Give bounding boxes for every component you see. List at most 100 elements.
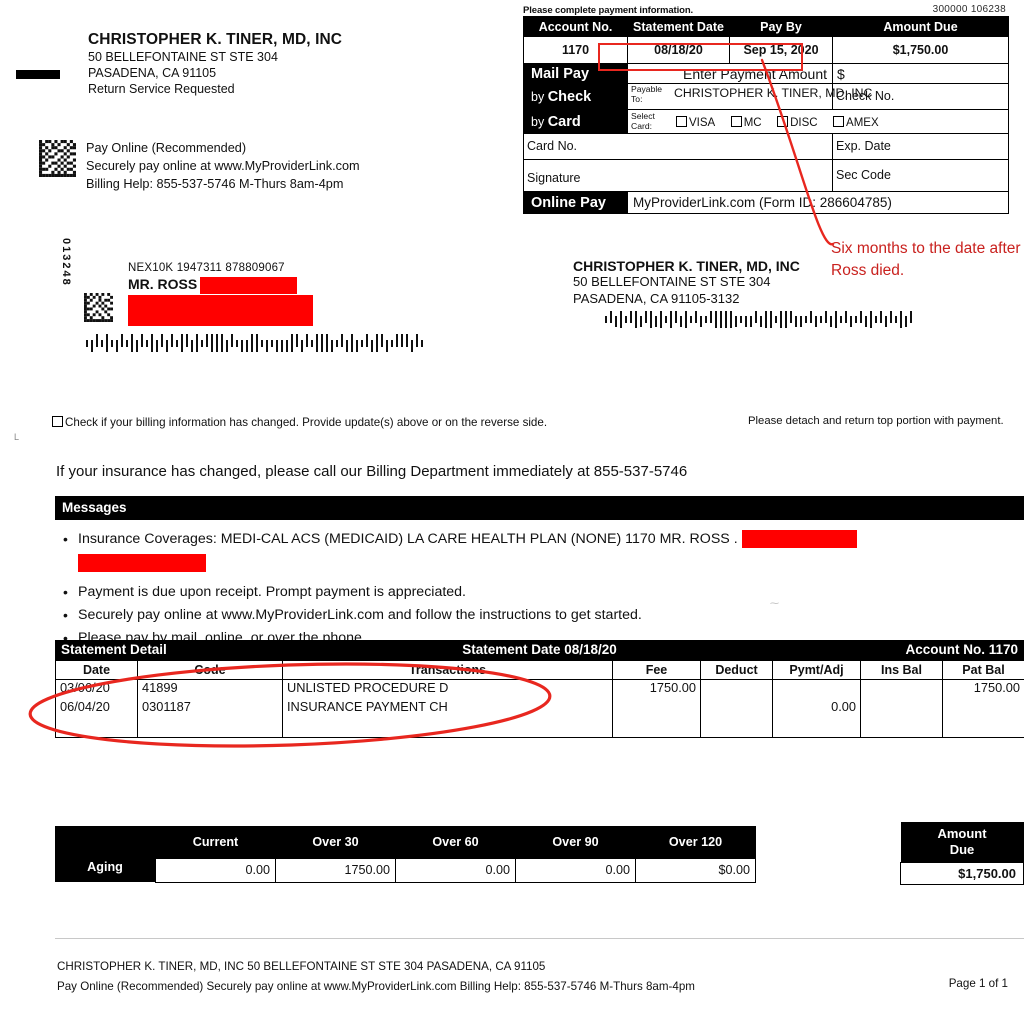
pay-online-url: Securely pay online at www.MyProviderLin… [86,159,360,173]
stub-card-no-row: Card No. Exp. Date [523,133,1009,160]
cell-ins-bal [860,699,943,718]
cell-empty [612,718,701,738]
payment-amount-input[interactable]: $ [832,63,1009,84]
recipient-address-block: NEX10K 1947311 878809067 MR. ROSS [128,262,313,326]
sender-street: 50 BELLEFONTAINE ST STE 304 [88,50,278,64]
cell-empty [282,718,613,738]
online-pay-label: Online Pay [523,191,628,214]
pay-online-billing-help: Billing Help: 855-537-5746 M-Thurs 8am-4… [86,177,344,191]
cell-transactions: UNLISTED PROCEDURE D [282,679,613,699]
stub-header-row: Account No. Statement Date Pay By Amount… [523,16,1009,37]
card-option-amex[interactable]: AMEX [833,116,879,129]
aging-value-over-90: 0.00 [515,858,636,883]
messages-list: Insurance Coverages: MEDI-CAL ACS (MEDIC… [58,528,998,650]
sender-city-state-zip: PASADENA, CA 91105 [88,66,217,80]
exp-date-field[interactable]: Exp. Date [832,133,1009,160]
stub-col-pay-by: Pay By [729,16,833,37]
aging-value-over-30: 1750.00 [275,858,396,883]
aging-table: Aging Current Over 30 Over 60 Over 90 Ov… [55,826,756,883]
col-pymt-adj: Pymt/Adj [772,660,861,680]
sender-address-block: CHRISTOPHER K. TINER, MD, INC 50 BELLEFO… [88,31,342,97]
checkbox-billing-changed[interactable] [52,416,63,427]
footer-provider-address: CHRISTOPHER K. TINER, MD, INC 50 BELLEFO… [57,960,546,973]
cell-deduct [700,679,773,699]
sender-redaction-bar [16,70,60,79]
statement-detail-table: Date Code Transactions Fee Deduct Pymt/A… [55,660,1024,738]
checkbox-amex[interactable] [833,116,845,127]
col-code: Code [137,660,283,680]
cell-fee [612,699,701,718]
datamatrix-code-recipient [84,293,113,322]
cell-empty [137,718,283,738]
stub-mail-pay-row: Mail Pay Enter Payment Amount $ [523,63,1009,84]
card-no-field[interactable]: Card No. [523,133,833,160]
footer-divider [55,938,1024,939]
cell-empty [700,718,773,738]
messages-header-bar: Messages [55,496,1024,520]
statement-detail-date: Statement Date 08/18/20 [462,642,617,657]
amount-due-label: Amount Due [900,822,1024,863]
checkbox-visa[interactable] [676,116,687,127]
billing-changed-checkbox-row[interactable]: Check if your billing information has ch… [52,416,547,429]
signature-field[interactable]: Signature [523,159,833,192]
online-pay-value[interactable]: MyProviderLink.com (Form ID: 286604785) [627,191,1009,214]
pay-by-highlight-box [598,43,803,71]
amount-due-value-row: $1,750.00 [900,862,1024,885]
stub-table: Account No. Statement Date Pay By Amount… [523,16,1009,214]
aging-value-over-120: $0.00 [635,858,756,883]
payable-to-label: Payable To: [631,84,663,104]
sec-code-field[interactable]: Sec Code [832,159,1009,192]
intelligent-mail-barcode-recipient [86,334,423,352]
sender-name: CHRISTOPHER K. TINER, MD, INC [88,31,343,48]
sender-return-service: Return Service Requested [88,82,235,96]
message-text-pay-online: Securely pay online at www.MyProviderLin… [78,607,642,623]
aging-value-row: 0.00 1750.00 0.00 0.00 $0.00 [55,858,756,883]
annotation-text: Six months to the date after Ross died. [831,240,1021,279]
cell-ins-bal [860,679,943,699]
card-option-disc[interactable]: DISC [777,116,818,129]
provider-remit-city-state-zip: PASADENA, CA 91105-3132 [573,290,740,306]
scan-artifact-right: ⁓ [770,598,779,608]
amount-due-header-row: Amount Due [900,822,1024,863]
checkbox-mc[interactable] [730,116,742,127]
aging-col-over-120: Over 120 [635,826,756,859]
cell-code: 0301187 [137,699,283,718]
stub-by-card-row: by Card Select Card: VISA MC DISC AMEX [523,109,1009,134]
select-card-label: Select Card: [631,111,655,131]
cell-empty [772,718,861,738]
table-empty-space-row [55,718,1024,738]
aging-section: Aging Current Over 30 Over 60 Over 90 Ov… [55,826,756,883]
cell-pymt-adj: 0.00 [772,699,861,718]
list-item: Insurance Coverages: MEDI-CAL ACS (MEDIC… [63,528,998,572]
statement-detail-title: Statement Detail [61,642,167,657]
cell-code: 41899 [137,679,283,699]
pay-online-title: Pay Online (Recommended) [86,141,247,155]
insurance-coverage-redaction-inline [741,530,857,549]
cell-fee: 1750.00 [612,679,701,699]
page-number: Page 1 of 1 [948,977,1008,990]
aging-col-over-60: Over 60 [395,826,516,859]
stub-col-amount-due: Amount Due [832,16,1009,37]
amount-due-box: Amount Due $1,750.00 [900,822,1024,885]
by-check-label: by Check [523,83,628,110]
list-item: Payment is due upon receipt. Prompt paym… [63,581,998,604]
provider-remit-address-block: CHRISTOPHER K. TINER, MD, INC 50 BELLEFO… [573,258,800,307]
statement-detail-section: Statement Detail Statement Date 08/18/20… [55,640,1024,738]
col-ins-bal: Ins Bal [860,660,943,680]
statement-detail-account-no: Account No. 1170 [905,642,1018,657]
checkbox-disc[interactable] [777,116,789,127]
recipient-name-redaction [200,276,298,294]
card-option-visa[interactable]: VISA [676,116,715,129]
rotated-sequence-number: 013248 [60,238,72,287]
stub-value-amount-due: $1,750.00 [832,36,1009,64]
provider-remit-name: CHRISTOPHER K. TINER, MD, INC [573,258,800,274]
intelligent-mail-barcode-provider [605,311,912,328]
card-option-mc[interactable]: MC [730,116,762,129]
statement-detail-header-bar: Statement Detail Statement Date 08/18/20… [55,640,1024,660]
amount-due-table: Amount Due $1,750.00 [900,822,1024,885]
amount-due-value: $1,750.00 [900,862,1024,885]
aging-col-over-90: Over 90 [515,826,636,859]
col-date: Date [55,660,138,680]
datamatrix-code-pay-online [39,140,76,177]
recipient-address-redaction [128,294,313,326]
